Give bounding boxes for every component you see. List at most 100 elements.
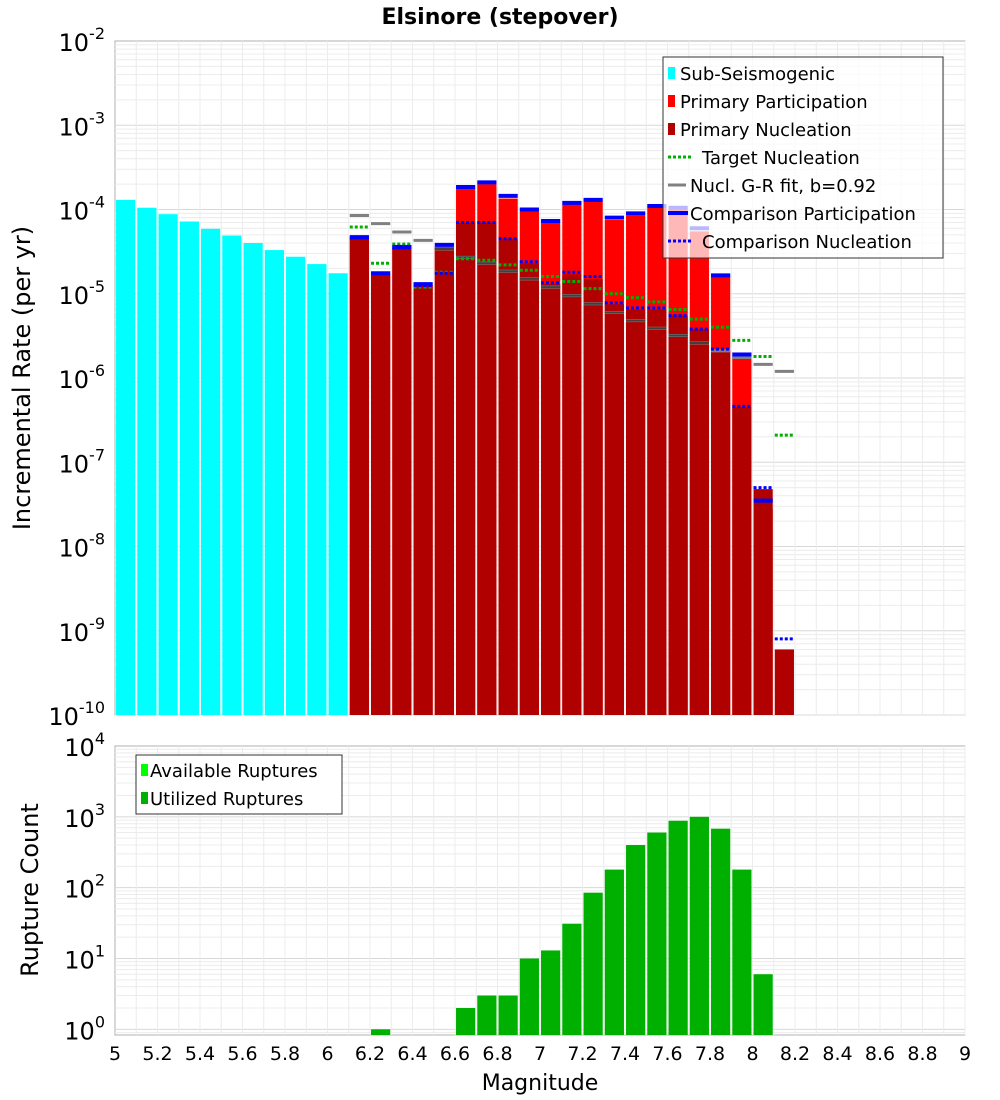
primary-nucleation-bar [626, 309, 646, 715]
x-tick-label: 7.4 [610, 1043, 640, 1065]
top-y-tick-label: 10-3 [59, 108, 106, 141]
primary-nucleation-bar [711, 350, 731, 715]
primary-nucleation-bar [668, 315, 688, 715]
top-y-tick-label: 10-2 [59, 24, 106, 57]
legend-label: Target Nucleation [701, 148, 860, 169]
primary-nucleation-bar [753, 489, 773, 715]
bottom-y-tick-label: 101 [64, 942, 105, 975]
bottom-y-tick-label: 103 [64, 800, 105, 833]
x-tick-label: 7.2 [567, 1043, 597, 1065]
sub-seismogenic-bar [179, 221, 199, 716]
utilized-ruptures-bar [583, 892, 603, 1035]
legend-box [135, 754, 343, 815]
top-y-tick-label: 10-4 [59, 193, 106, 226]
x-tick-label: 9 [959, 1043, 971, 1065]
x-tick-label: 6 [321, 1043, 333, 1065]
utilized-ruptures-bar [711, 828, 731, 1035]
x-tick-label: 5.8 [270, 1043, 300, 1065]
legend-label: Comparison Nucleation [702, 232, 912, 253]
utilized-ruptures-bar [562, 923, 582, 1035]
primary-nucleation-bar [774, 649, 794, 715]
x-axis-label: Magnitude [482, 1071, 599, 1096]
x-tick-label: 8 [746, 1043, 758, 1065]
top-legend: Sub-Seismogenic Primary Participation Prim… [662, 56, 944, 259]
primary-nucleation-bar [519, 263, 539, 715]
legend-swatch [668, 67, 675, 79]
legend-label: Utilized Ruptures [150, 789, 303, 810]
utilized-ruptures-bar [753, 974, 773, 1035]
sub-seismogenic-bar [286, 256, 306, 715]
top-y-tick-label: 10-10 [48, 698, 105, 731]
x-tick-label: 6.4 [397, 1043, 427, 1065]
sub-seismogenic-bar [222, 235, 242, 715]
sub-seismogenic-bar [158, 214, 178, 715]
top-y-tick-label: 10-9 [59, 614, 106, 647]
utilized-ruptures-bar [541, 950, 561, 1035]
legend-swatch [668, 123, 675, 135]
x-tick-label: 8.8 [907, 1043, 937, 1065]
primary-nucleation-bar [392, 247, 412, 715]
legend-label: Comparison Participation [690, 204, 916, 225]
sub-seismogenic-bar [137, 207, 157, 716]
primary-nucleation-bar [456, 222, 476, 716]
utilized-ruptures-bar [371, 1029, 391, 1035]
legend-swatch [141, 764, 148, 776]
utilized-ruptures-bar [626, 845, 646, 1035]
x-tick-label: 6.8 [482, 1043, 512, 1065]
x-tick-label: 8.4 [822, 1043, 852, 1065]
utilized-ruptures-bar [456, 1008, 476, 1035]
x-tick-label: 5.6 [227, 1043, 257, 1065]
legend-swatch [141, 792, 148, 804]
x-tick-label: 5.4 [185, 1043, 215, 1065]
x-tick-labels: 5 5.2 5.4 5.6 5.8 6 6.2 6.4 6.6 6.8 7 7.2 7.4 7.6 7.8 8… [109, 1043, 971, 1065]
top-chart-marks [116, 180, 794, 716]
primary-nucleation-bar [413, 285, 433, 715]
primary-nucleation-bar [604, 304, 624, 715]
x-tick-label: 6.2 [355, 1043, 385, 1065]
x-tick-label: 5 [109, 1043, 121, 1065]
top-y-tick-labels: 10-10 10-9 10-8 10-7 10-6 10-5 10-4 10-3 10-2 [48, 24, 105, 731]
x-tick-label: 8.6 [865, 1043, 895, 1065]
primary-nucleation-bar [647, 309, 667, 715]
utilized-ruptures-bar [519, 958, 539, 1035]
sub-seismogenic-bar [307, 264, 327, 715]
sub-seismogenic-bar [328, 273, 348, 715]
legend-label: Primary Participation [680, 92, 868, 113]
primary-nucleation-bar [498, 238, 518, 715]
top-y-tick-label: 10-8 [59, 530, 106, 563]
bottom-y-tick-labels: 100 101 102 103 104 [64, 729, 105, 1045]
primary-nucleation-bar [732, 407, 752, 715]
bottom-y-tick-label: 100 [64, 1012, 105, 1045]
utilized-ruptures-bar [732, 869, 752, 1035]
chart-title: Elsinore (stepover) [381, 5, 618, 30]
legend-label: Primary Nucleation [680, 120, 852, 141]
legend-label: Sub-Seismogenic [680, 64, 835, 85]
sub-seismogenic-bar [264, 250, 284, 716]
sub-seismogenic-bar [116, 199, 136, 715]
primary-nucleation-bar [689, 329, 709, 715]
utilized-ruptures-bar [498, 995, 518, 1035]
top-y-tick-label: 10-5 [59, 277, 106, 310]
utilized-ruptures-bar [604, 869, 624, 1035]
legend-box [662, 56, 944, 259]
legend-label: Nucl. G-R fit, b=0.92 [690, 176, 876, 197]
primary-nucleation-bar [541, 284, 561, 715]
legend-swatch [668, 95, 675, 107]
primary-nucleation-bar [349, 238, 369, 715]
x-tick-label: 7 [534, 1043, 546, 1065]
primary-nucleation-bar [371, 274, 391, 715]
x-tick-label: 6.6 [440, 1043, 470, 1065]
x-tick-label: 7.8 [695, 1043, 725, 1065]
bottom-y-tick-label: 102 [64, 871, 105, 904]
utilized-ruptures-bar [689, 816, 709, 1035]
top-y-tick-label: 10-7 [59, 445, 106, 478]
bottom-chart-marks [371, 816, 773, 1035]
bottom-y-tick-label: 104 [64, 729, 105, 762]
sub-seismogenic-bar [243, 243, 263, 716]
primary-nucleation-bar [562, 274, 582, 715]
top-y-tick-label: 10-6 [59, 361, 106, 394]
primary-nucleation-bar [477, 222, 497, 716]
x-tick-label: 8.2 [780, 1043, 810, 1065]
x-tick-label: 5.2 [142, 1043, 172, 1065]
